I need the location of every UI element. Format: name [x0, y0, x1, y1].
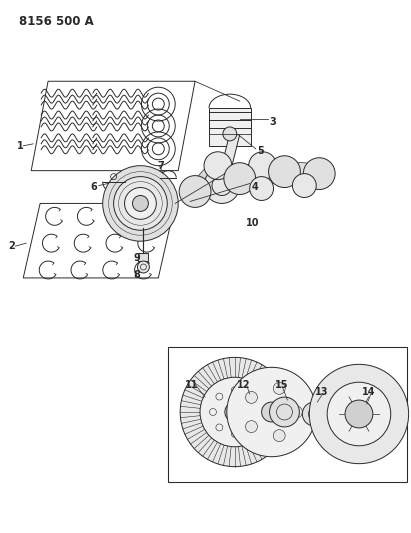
Text: 9: 9	[133, 253, 140, 263]
Circle shape	[250, 176, 274, 200]
Text: 13: 13	[314, 387, 328, 397]
Text: 11: 11	[185, 380, 199, 390]
Polygon shape	[238, 162, 286, 188]
Circle shape	[270, 397, 299, 427]
Text: 4: 4	[252, 182, 259, 191]
Polygon shape	[192, 169, 242, 201]
Circle shape	[309, 365, 409, 464]
Text: 12: 12	[237, 380, 250, 390]
Polygon shape	[280, 166, 308, 191]
Circle shape	[327, 382, 391, 446]
Text: 8156 500 A: 8156 500 A	[19, 15, 94, 28]
Circle shape	[262, 402, 282, 422]
Polygon shape	[209, 108, 251, 146]
Text: 3: 3	[270, 117, 276, 127]
Bar	[168, 348, 406, 481]
Circle shape	[245, 421, 257, 433]
Circle shape	[273, 383, 285, 394]
Text: 15: 15	[275, 380, 288, 390]
Circle shape	[137, 261, 149, 273]
Circle shape	[125, 188, 156, 219]
Text: 1: 1	[16, 141, 23, 151]
Circle shape	[200, 377, 270, 447]
Circle shape	[113, 176, 167, 230]
Text: 5: 5	[258, 146, 264, 156]
Circle shape	[268, 156, 300, 188]
Text: 14: 14	[362, 387, 376, 397]
Circle shape	[225, 402, 245, 422]
Polygon shape	[284, 161, 320, 183]
Text: 10: 10	[246, 219, 259, 228]
Polygon shape	[237, 172, 265, 195]
Circle shape	[291, 406, 302, 418]
Circle shape	[224, 163, 256, 195]
Circle shape	[227, 367, 316, 457]
Circle shape	[303, 158, 335, 190]
Circle shape	[273, 430, 285, 441]
Polygon shape	[189, 160, 224, 197]
Circle shape	[204, 152, 232, 180]
Text: 7: 7	[157, 160, 164, 171]
Circle shape	[245, 391, 257, 403]
Polygon shape	[139, 253, 148, 261]
Polygon shape	[217, 133, 240, 187]
Circle shape	[345, 400, 373, 428]
Text: 2: 2	[9, 241, 15, 251]
Circle shape	[103, 166, 178, 241]
Text: 8: 8	[133, 270, 140, 280]
Text: 6: 6	[90, 182, 97, 191]
Circle shape	[132, 196, 148, 212]
Circle shape	[179, 175, 211, 207]
Circle shape	[180, 358, 289, 466]
Circle shape	[223, 127, 237, 141]
Circle shape	[249, 152, 277, 180]
Circle shape	[204, 168, 240, 204]
Polygon shape	[236, 159, 266, 185]
Circle shape	[292, 174, 316, 197]
Circle shape	[302, 402, 326, 426]
